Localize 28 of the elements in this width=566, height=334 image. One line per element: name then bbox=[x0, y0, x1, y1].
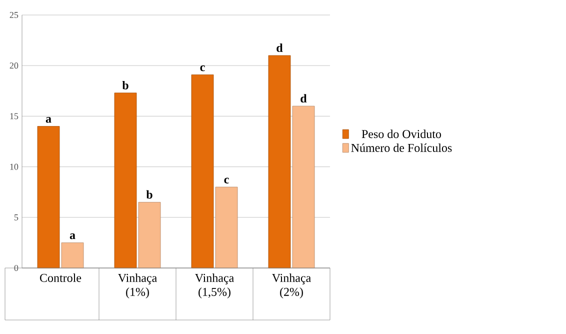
bar bbox=[114, 92, 137, 268]
annotation: c bbox=[224, 178, 229, 184]
bar bbox=[268, 55, 291, 268]
x-tick-label: Vinhaça (1,5%) bbox=[195, 274, 234, 298]
annotation: c bbox=[200, 65, 205, 72]
y-tick-label: 10 bbox=[10, 164, 18, 170]
bar bbox=[138, 202, 161, 268]
legend-label: Peso do Oviduto bbox=[362, 130, 442, 138]
x-tick-label: Vinhaça (2%) bbox=[272, 274, 311, 298]
bar bbox=[292, 106, 315, 268]
bar bbox=[215, 186, 238, 268]
annotation: d bbox=[300, 94, 307, 103]
legend-label: Número de Folículos bbox=[351, 143, 452, 152]
y-tick-label: 5 bbox=[14, 214, 18, 220]
annotation: d bbox=[276, 43, 283, 52]
annotation: b bbox=[122, 80, 128, 90]
bar bbox=[191, 74, 214, 268]
x-tick-label: Vinhaça (1%) bbox=[118, 274, 157, 298]
annotation: a bbox=[46, 117, 52, 123]
y-tick-label: 20 bbox=[10, 62, 18, 69]
bar bbox=[61, 242, 84, 268]
bar bbox=[37, 126, 60, 268]
y-tick-label: 25 bbox=[10, 12, 18, 18]
x-tick-label: Controle bbox=[40, 274, 82, 282]
annotation: a bbox=[70, 233, 76, 240]
y-tick-label: 0 bbox=[14, 264, 18, 272]
annotation: b bbox=[146, 190, 152, 199]
y-tick-label: 15 bbox=[10, 113, 18, 120]
